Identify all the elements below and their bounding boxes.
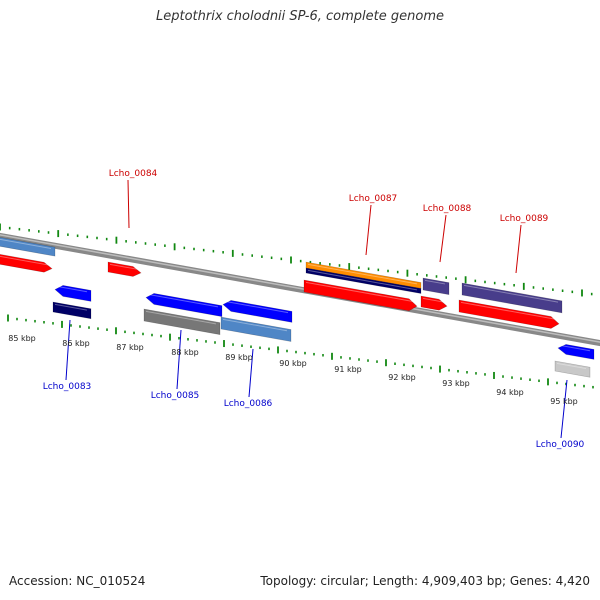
feature-red-left-upper xyxy=(0,254,53,273)
feature-blue-lcho-0086 xyxy=(222,300,293,323)
feature-red-upper-small xyxy=(420,295,448,311)
kbp-label: 85 kbp xyxy=(8,334,36,343)
genome-summary-text: Topology: circular; Length: 4,909,403 bp… xyxy=(260,574,590,588)
gene-label-lcho-0083: Lcho_0083 xyxy=(43,382,92,392)
feature-blue-right-highlight xyxy=(559,344,591,352)
kbp-label: 90 kbp xyxy=(279,359,307,368)
connector-lcho-0083 xyxy=(65,319,71,381)
feature-steelblue-lcho-0086-highlight xyxy=(222,318,288,332)
feature-gray-lcho-0085 xyxy=(143,308,221,335)
feature-gray-lcho-0085-highlight xyxy=(145,310,217,325)
kbp-label: 93 kbp xyxy=(442,379,470,388)
connector-lcho-0087 xyxy=(365,204,372,256)
feature-blue-lcho-0086-highlight xyxy=(224,300,289,314)
feature-navy-lcho-0087 xyxy=(305,267,422,294)
feature-orange-lcho-0087-highlight xyxy=(307,263,418,285)
kbp-label: 88 kbp xyxy=(171,348,199,357)
kbp-label: 92 kbp xyxy=(388,373,416,382)
genome-backbone-highlight xyxy=(0,234,600,343)
label-connectors xyxy=(65,179,568,439)
feature-navy-lcho-0083 xyxy=(52,301,92,320)
feature-red-upper-right-highlight xyxy=(460,301,556,320)
genome-title: Leptothrix cholodnii SP-6, complete geno… xyxy=(156,9,444,24)
gene-label-lcho-0090: Lcho_0090 xyxy=(536,440,585,450)
accession-text: Accession: NC_010524 xyxy=(9,574,146,588)
feature-blue-right xyxy=(557,344,595,360)
connector-lcho-0084 xyxy=(127,179,130,229)
feature-steelblue-left-upper-highlight xyxy=(0,238,52,249)
kbp-label: 89 kbp xyxy=(225,353,253,362)
feature-navy-lcho-0087-highlight xyxy=(307,269,418,291)
feature-slate-lcho-0088 xyxy=(422,277,450,296)
gene-label-lcho-0087: Lcho_0087 xyxy=(349,194,398,204)
kbp-label: 95 kbp xyxy=(550,397,578,406)
feature-red-upper-mid-highlight xyxy=(305,281,414,302)
feature-steelblue-lcho-0086 xyxy=(220,316,292,342)
feature-slate-lcho-0088-highlight xyxy=(424,279,446,285)
feature-red-upper-mid xyxy=(303,279,418,312)
feature-slate-lcho-0089-highlight xyxy=(463,284,559,303)
feature-lightgray-lcho-0090 xyxy=(554,360,591,378)
feature-red-lcho-0084 xyxy=(107,261,142,277)
feature-red-upper-small-highlight xyxy=(422,297,444,303)
connector-lcho-0086 xyxy=(248,348,254,398)
upper-tick-track xyxy=(0,223,593,297)
feature-slate-lcho-0089 xyxy=(461,282,563,314)
kbp-label: 94 kbp xyxy=(496,388,524,397)
feature-steelblue-left-upper xyxy=(0,237,56,257)
feature-navy-lcho-0083-highlight xyxy=(54,303,88,311)
gene-label-lcho-0085: Lcho_0085 xyxy=(151,391,200,401)
feature-blue-lower-mid xyxy=(145,293,223,317)
feature-red-upper-right xyxy=(458,299,560,329)
gene-label-lcho-0089: Lcho_0089 xyxy=(500,214,549,224)
kbp-label: 87 kbp xyxy=(116,343,144,352)
feature-blue-lower-left-highlight xyxy=(56,285,88,293)
feature-blue-lower-mid-highlight xyxy=(147,293,219,308)
connector-lcho-0085 xyxy=(176,329,182,390)
connector-lcho-0089 xyxy=(515,224,522,274)
genome-backbone xyxy=(0,232,600,347)
feature-blue-lower-left xyxy=(54,285,92,302)
feature-red-lcho-0084-highlight xyxy=(109,263,138,270)
feature-red-left-upper-highlight xyxy=(0,255,49,266)
lower-tick-track xyxy=(7,314,594,389)
gene-label-lcho-0086: Lcho_0086 xyxy=(224,399,273,409)
connector-lcho-0090 xyxy=(560,379,568,439)
feature-lightgray-lcho-0090-highlight xyxy=(556,362,587,370)
kbp-label: 86 kbp xyxy=(62,339,90,348)
gene-label-lcho-0084: Lcho_0084 xyxy=(109,169,158,179)
gene-label-lcho-0088: Lcho_0088 xyxy=(423,204,472,214)
connector-lcho-0088 xyxy=(439,214,447,263)
kbp-label: 91 kbp xyxy=(334,365,362,374)
feature-track xyxy=(0,237,595,378)
